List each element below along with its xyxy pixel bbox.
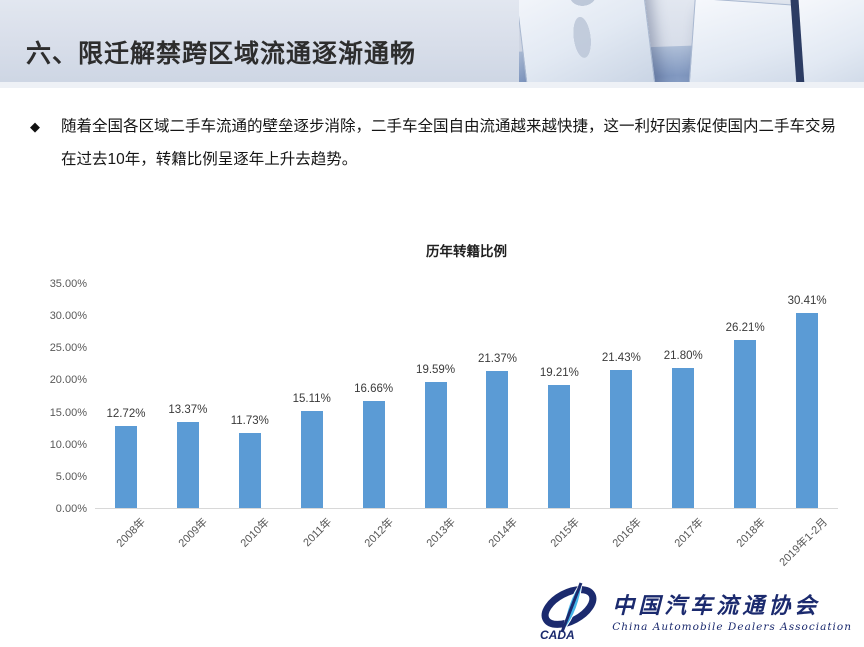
bar-column: 12.72% 2008年 — [95, 284, 157, 549]
x-axis-label: 2017年 — [672, 516, 706, 550]
bar — [796, 312, 819, 508]
bar-value-label: 30.41% — [787, 294, 827, 307]
bar-value-label: 26.21% — [725, 321, 765, 334]
x-axis-label: 2010年 — [238, 516, 273, 550]
y-axis: 35.00% 30.00% 25.00% 20.00% 15.00% 10.00% 5.00… — [29, 278, 87, 515]
bar-value-label: 16.66% — [354, 382, 394, 395]
org-name-cn: 中国汽车流通协会 — [612, 592, 821, 619]
x-axis-label: 2013年 — [424, 516, 459, 550]
bar-column: 16.66% 2012年 — [343, 284, 405, 550]
bar-column: 21.43% 2016年 — [590, 284, 652, 549]
bar-value-label: 19.59% — [416, 364, 456, 377]
plot-area: 12.72% 2008年 13.37% 2009年 11.73% 2010年 15.11% 2… — [95, 284, 838, 569]
diamond-bullet-icon: ◆ — [30, 119, 40, 134]
slide-title: 六、限迁解禁跨区域流通逐渐通畅 — [26, 40, 417, 68]
x-axis-label: 2019年1-2月 — [777, 516, 830, 569]
bar-column: 21.80% 2017年 — [652, 284, 714, 550]
bar-column: 11.73% 2010年 — [219, 284, 281, 550]
y-axis-tick: 35.00% — [49, 278, 87, 290]
header-divider — [0, 82, 864, 88]
bar-column: 19.21% 2015年 — [528, 284, 590, 550]
slide-header: 六、限迁解禁跨区域流通逐渐通畅 — [0, 0, 864, 88]
x-axis-label: 2012年 — [362, 516, 397, 550]
cada-logo: CADA 中国汽车流通协会 China Automobile Dealers A… — [538, 579, 852, 641]
bar-value-label: 19.21% — [539, 366, 579, 379]
y-axis-tick: 20.00% — [49, 374, 87, 387]
bar — [362, 400, 385, 508]
x-axis-label: 2015年 — [548, 516, 583, 550]
cada-emblem-icon: CADA — [540, 579, 597, 641]
y-axis-tick: 15.00% — [49, 406, 87, 419]
bar-column: 30.41% 2019年1-2月 — [776, 284, 838, 569]
bar-column: 19.59% 2013年 — [405, 284, 467, 550]
x-axis-label: 2008年 — [114, 516, 149, 550]
chart-title: 历年转籍比例 — [426, 244, 507, 259]
y-axis-tick: 30.00% — [49, 310, 87, 323]
y-axis-tick: 0.00% — [55, 503, 87, 515]
bar — [734, 339, 757, 508]
bar-value-label: 21.37% — [477, 352, 517, 365]
y-axis-tick: 10.00% — [49, 438, 87, 451]
bar — [486, 370, 509, 508]
x-axis-label: 2016年 — [610, 516, 644, 550]
bar — [238, 432, 261, 508]
x-axis-label: 2018年 — [734, 516, 768, 550]
bullet-paragraph: ◆ 随着全国各区域二手车流通的壁垒逐步消除，二手车全国自由流通越来越快捷，这一利… — [28, 110, 842, 176]
bar — [176, 422, 199, 508]
bar — [424, 382, 447, 508]
bar-value-label: 15.11% — [292, 392, 331, 405]
bar — [114, 426, 137, 508]
y-axis-tick: 25.00% — [49, 342, 87, 355]
bar-value-label: 12.72% — [106, 408, 146, 421]
org-name-en: China Automobile Dealers Association — [612, 620, 852, 633]
bar — [672, 367, 695, 508]
cada-abbr: CADA — [540, 628, 575, 641]
cube-graphic — [790, 0, 864, 88]
bar-value-label: 13.37% — [168, 404, 208, 417]
bar-value-label: 11.73% — [230, 414, 269, 427]
bar-column: 26.21% 2018年 — [714, 284, 776, 550]
bullet-text: 随着全国各区域二手车流通的壁垒逐步消除，二手车全国自由流通越来越快捷，这一利好因… — [61, 118, 837, 168]
bar — [548, 384, 571, 508]
x-axis-label: 2011年 — [301, 516, 335, 550]
x-axis-label: 2009年 — [176, 516, 211, 550]
bar — [610, 370, 633, 508]
bar-column: 13.37% 2009年 — [157, 284, 219, 550]
y-axis-tick: 5.00% — [55, 470, 87, 483]
bar-column: 15.11% 2011年 — [281, 284, 343, 549]
bar — [300, 410, 323, 508]
bar-column: 21.37% 2014年 — [467, 284, 529, 550]
cube-graphic — [519, 0, 657, 88]
bar-chart: 历年转籍比例 35.00% 30.00% 25.00% 20.00% 15.00% 10.… — [0, 240, 864, 569]
bar-value-label: 21.43% — [601, 352, 641, 365]
chart-plot: 35.00% 30.00% 25.00% 20.00% 15.00% 10.00% 5.00… — [50, 278, 838, 569]
logo-text: 中国汽车流通协会 China Automobile Dealers Associ… — [612, 588, 852, 633]
header-cubes-image — [519, 0, 864, 88]
x-axis-label: 2014年 — [486, 516, 521, 550]
bar-value-label: 21.80% — [663, 349, 703, 362]
